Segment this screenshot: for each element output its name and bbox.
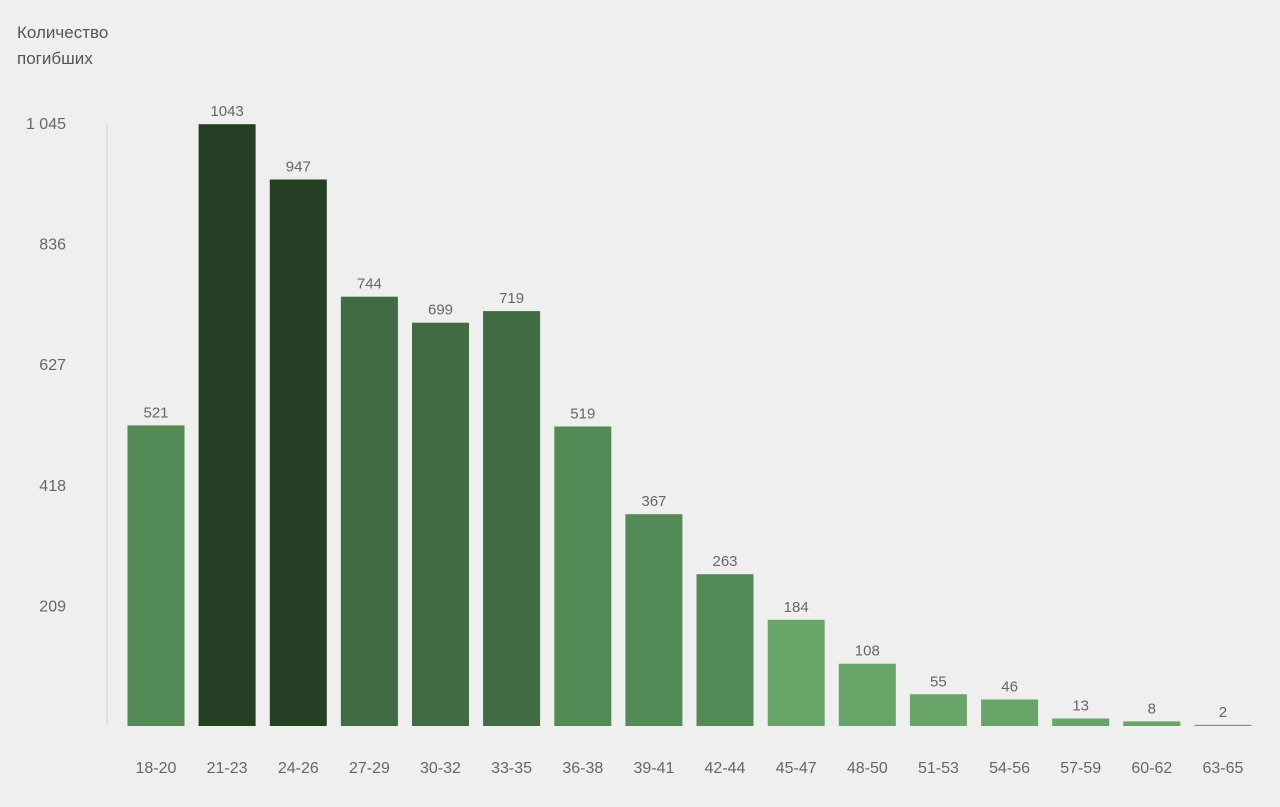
bar (1123, 721, 1181, 726)
bar-value-label: 13 (1072, 698, 1089, 715)
bar-value-label: 1043 (210, 103, 243, 120)
bar-value-label: 521 (143, 404, 168, 421)
bar-value-label: 744 (357, 276, 382, 293)
bar (767, 619, 825, 726)
bar (1194, 724, 1252, 726)
bar-value-label: 184 (784, 599, 809, 616)
x-tick-label: 24-26 (278, 760, 319, 777)
x-tick-label: 60-62 (1131, 760, 1172, 777)
bar (838, 663, 896, 726)
bar (696, 574, 754, 726)
y-tick-label: 836 (39, 237, 66, 254)
y-tick-label: 418 (39, 478, 66, 495)
x-tick-label: 18-20 (136, 760, 177, 777)
x-tick-label: 54-56 (989, 760, 1030, 777)
x-tick-label: 21-23 (207, 760, 248, 777)
bar-value-label: 263 (712, 553, 737, 570)
x-tick-label: 63-65 (1202, 760, 1243, 777)
x-tick-label: 39-41 (633, 760, 674, 777)
y-tick-label: 209 (39, 598, 66, 615)
bar (269, 179, 327, 726)
x-tick-label: 36-38 (562, 760, 603, 777)
bar-value-label: 108 (855, 643, 880, 660)
x-tick-label: 48-50 (847, 760, 888, 777)
y-tick-label: 627 (39, 357, 66, 374)
bar (198, 124, 256, 726)
y-axis-label-line-2: погибших (17, 49, 93, 68)
bar (554, 426, 612, 726)
bar-value-label: 699 (428, 302, 453, 319)
x-tick-label: 57-59 (1060, 760, 1101, 777)
x-tick-label: 27-29 (349, 760, 390, 777)
bar (625, 514, 683, 726)
x-tick-label: 30-32 (420, 760, 461, 777)
bar (981, 699, 1039, 726)
bar-value-label: 519 (570, 406, 595, 423)
bar-value-label: 55 (930, 673, 947, 690)
x-tick-label: 42-44 (705, 760, 746, 777)
bar (412, 322, 469, 726)
x-tick-label: 45-47 (776, 760, 817, 777)
bar-value-label: 719 (499, 290, 524, 307)
bar-value-label: 367 (641, 493, 666, 510)
bar (483, 311, 541, 726)
bar-value-label: 46 (1001, 679, 1018, 696)
bar-value-label: 8 (1148, 700, 1156, 717)
y-tick-label: 1 045 (26, 116, 66, 133)
bar-value-label: 947 (286, 159, 311, 176)
bar (127, 425, 185, 726)
bar-value-label: 2 (1219, 704, 1227, 721)
bar (1052, 718, 1110, 726)
x-tick-label: 51-53 (918, 760, 959, 777)
y-axis-label-line-1: Количество (17, 23, 108, 42)
bar (340, 296, 398, 726)
x-tick-label: 33-35 (491, 760, 532, 777)
bar (909, 694, 967, 726)
